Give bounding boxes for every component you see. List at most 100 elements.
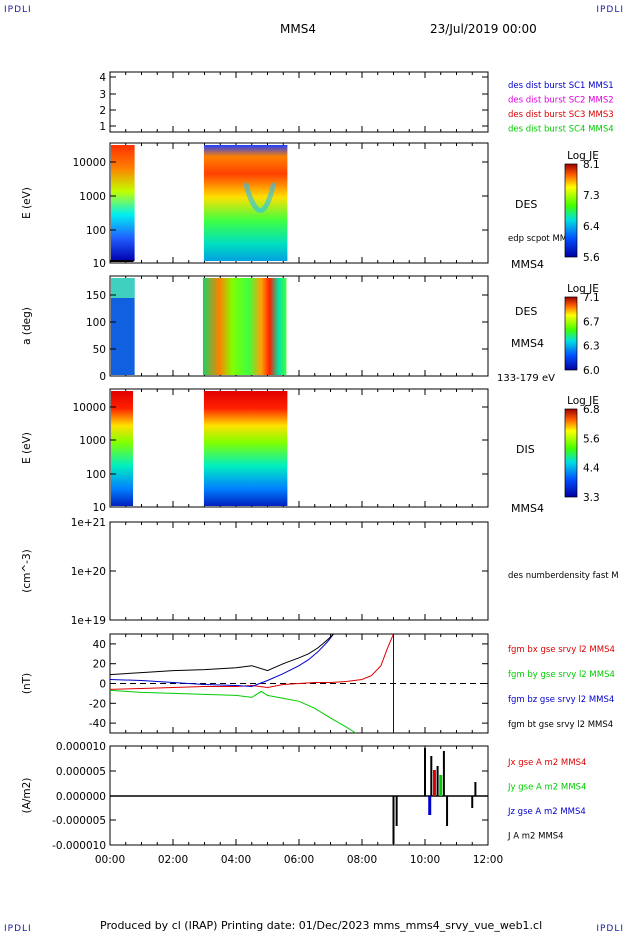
pitch-angle-panel-ytick-label: 150 (86, 290, 106, 302)
date-title: 23/Jul/2019 00:00 (430, 22, 537, 36)
ion-energy-panel-colorbar-tick: 6.8 (583, 404, 600, 416)
density-panel-ytick-label: 1e+19 (71, 615, 106, 627)
ion-energy-heatmap-block (111, 391, 134, 506)
current-legend-entry: Jx gse A m2 MMS4 (507, 758, 586, 768)
burst-panel-ytick-label: 3 (99, 89, 106, 101)
current-panel-ytick-label: 0.000005 (56, 766, 106, 778)
electron-energy-panel-colorbar-title: Log JE (567, 150, 599, 162)
pitch-angle-energy-range: 133-179 eV (497, 373, 555, 384)
magnetic-field-panel-ytick-label: 40 (93, 639, 106, 651)
ion-energy-species: DIS (516, 443, 535, 456)
current-legend-entry: Jy gse A m2 MMS4 (507, 783, 586, 793)
bfield-series-line (109, 633, 334, 676)
density-legend: des numberdensity fast M (508, 571, 619, 581)
spacecraft-title: MMS4 (280, 22, 316, 36)
ion-energy-panel-ytick-label: 1000 (79, 435, 106, 447)
electron-energy-panel-ytick-label: 10000 (73, 157, 106, 169)
corner-label-top-right: IPDLI (596, 5, 624, 15)
magnetic-field-panel-ytick-label: 0 (99, 679, 106, 691)
ion-energy-panel-ytick-label: 10 (93, 502, 106, 514)
pitch-angle-panel-colorbar-tick: 6.7 (583, 316, 600, 328)
ion-energy-spacecraft: MMS4 (511, 502, 544, 515)
density-panel-ylabel: (cm^-3) (21, 549, 33, 592)
burst-legend-entry: des dist burst SC2 MMS2 (508, 96, 614, 106)
electron-energy-panel-ytick-label: 100 (86, 225, 106, 237)
ion-energy-panel-frame (109, 388, 489, 508)
x-tick-label: 12:00 (473, 854, 503, 866)
electron-energy-panel-ytick-label: 1000 (79, 191, 106, 203)
electron-energy-panel-colorbar-tick: 7.3 (583, 190, 600, 202)
electron-energy-panel-ylabel: E (eV) (21, 187, 33, 219)
electron-energy-panel-colorbar-tick: 6.4 (583, 221, 600, 233)
electron-energy-panel-colorbar (564, 163, 578, 258)
pitch-angle-panel-ylabel: a (deg) (21, 307, 33, 345)
electron-energy-species: DES (515, 198, 537, 211)
magnetic-field-panel-ytick-label: -20 (89, 698, 106, 710)
x-tick-label: 02:00 (158, 854, 188, 866)
current-legend-entry: Jz gse A m2 MMS4 (507, 807, 586, 817)
electron-energy-panel-frame (109, 142, 489, 264)
current-panel-ylabel: (A/m2) (21, 778, 33, 814)
pitch-angle-panel-frame (109, 275, 489, 377)
magnetic-field-panel-ytick-label: -40 (89, 718, 106, 730)
electron-energy-spacecraft: MMS4 (511, 258, 544, 271)
electron-energy-panel-colorbar-tick: 8.1 (583, 159, 600, 171)
ion-energy-panel-ytick-label: 10000 (73, 402, 106, 414)
ion-energy-panel-colorbar-tick: 3.3 (583, 492, 600, 504)
x-tick-label: 06:00 (284, 854, 314, 866)
burst-legend-entry: des dist burst SC3 MMS3 (508, 110, 614, 120)
scpot-legend: edp scpot MMS4 (508, 234, 578, 244)
pitch-angle-heatmap-block (202, 278, 287, 375)
burst-legend-entry: des dist burst SC4 MMS4 (508, 125, 614, 135)
current-panel-ytick-label: 0.000000 (56, 791, 106, 803)
x-tick-label: 00:00 (95, 854, 125, 866)
current-legend-entry: J A m2 MMS4 (507, 832, 564, 842)
ion-energy-panel-colorbar-title: Log JE (567, 395, 599, 407)
pitch-angle-panel-ytick-label: 0 (99, 371, 106, 383)
electron-energy-heatmap-block (203, 145, 288, 261)
pitch-angle-heatmap-block (111, 278, 135, 298)
ion-energy-panel-ylabel: E (eV) (21, 432, 33, 464)
ion-energy-panel-ytick-label: 100 (86, 469, 106, 481)
magnetic-field-panel-ytick-label: 20 (93, 659, 106, 671)
bfield-legend-entry: fgm bt gse srvy l2 MMS4 (508, 720, 613, 730)
pitch-angle-spacecraft: MMS4 (511, 337, 544, 350)
bfield-legend-entry: fgm bx gse srvy l2 MMS4 (508, 645, 615, 655)
ion-energy-panel-colorbar-tick: 5.6 (583, 433, 600, 445)
corner-label-bottom-right: IPDLI (596, 924, 624, 934)
density-panel-ytick-label: 1e+21 (71, 517, 106, 529)
burst-legend-entry: des dist burst SC1 MMS1 (508, 81, 614, 91)
corner-label-bottom-left: IPDLI (4, 924, 32, 934)
electron-energy-dip (243, 182, 277, 213)
pitch-angle-panel-ytick-label: 50 (93, 344, 106, 356)
current-panel-ytick-label: -0.000005 (52, 815, 106, 827)
density-panel-frame (109, 521, 489, 621)
pitch-angle-species: DES (515, 305, 537, 318)
ion-energy-panel-colorbar (564, 408, 578, 498)
current-panel-ytick-label: 0.000010 (56, 741, 106, 753)
pitch-angle-heatmap-block (111, 278, 135, 375)
burst-panel-frame (109, 71, 489, 133)
bfield-legend-entry: fgm by gse srvy l2 MMS4 (508, 670, 615, 680)
burst-panel-ytick-label: 1 (99, 121, 106, 133)
x-tick-label: 04:00 (221, 854, 251, 866)
electron-energy-heatmap-block (111, 145, 135, 261)
footer-credits: Produced by cl (IRAP) Printing date: 01/… (100, 919, 543, 932)
bfield-series-line (109, 689, 356, 734)
magnetic-field-panel-ylabel: (nT) (21, 673, 33, 694)
electron-energy-panel-ytick-label: 10 (93, 258, 106, 270)
x-tick-label: 10:00 (410, 854, 440, 866)
pitch-angle-panel-colorbar (564, 296, 578, 371)
ion-energy-heatmap-block (203, 391, 288, 506)
x-tick-label: 08:00 (347, 854, 377, 866)
pitch-angle-panel-colorbar-tick: 6.3 (583, 341, 600, 353)
corner-label-top-left: IPDLI (4, 5, 32, 15)
pitch-angle-panel-colorbar-tick: 7.1 (583, 292, 600, 304)
pitch-angle-panel-colorbar-title: Log JE (567, 283, 599, 295)
ion-energy-panel-colorbar-tick: 4.4 (583, 463, 600, 475)
burst-panel-ytick-label: 2 (99, 105, 106, 117)
pitch-angle-panel-colorbar-tick: 6.0 (583, 365, 600, 377)
pitch-angle-panel-ytick-label: 100 (86, 317, 106, 329)
bfield-legend-entry: fgm bz gse srvy l2 MMS4 (508, 695, 614, 705)
